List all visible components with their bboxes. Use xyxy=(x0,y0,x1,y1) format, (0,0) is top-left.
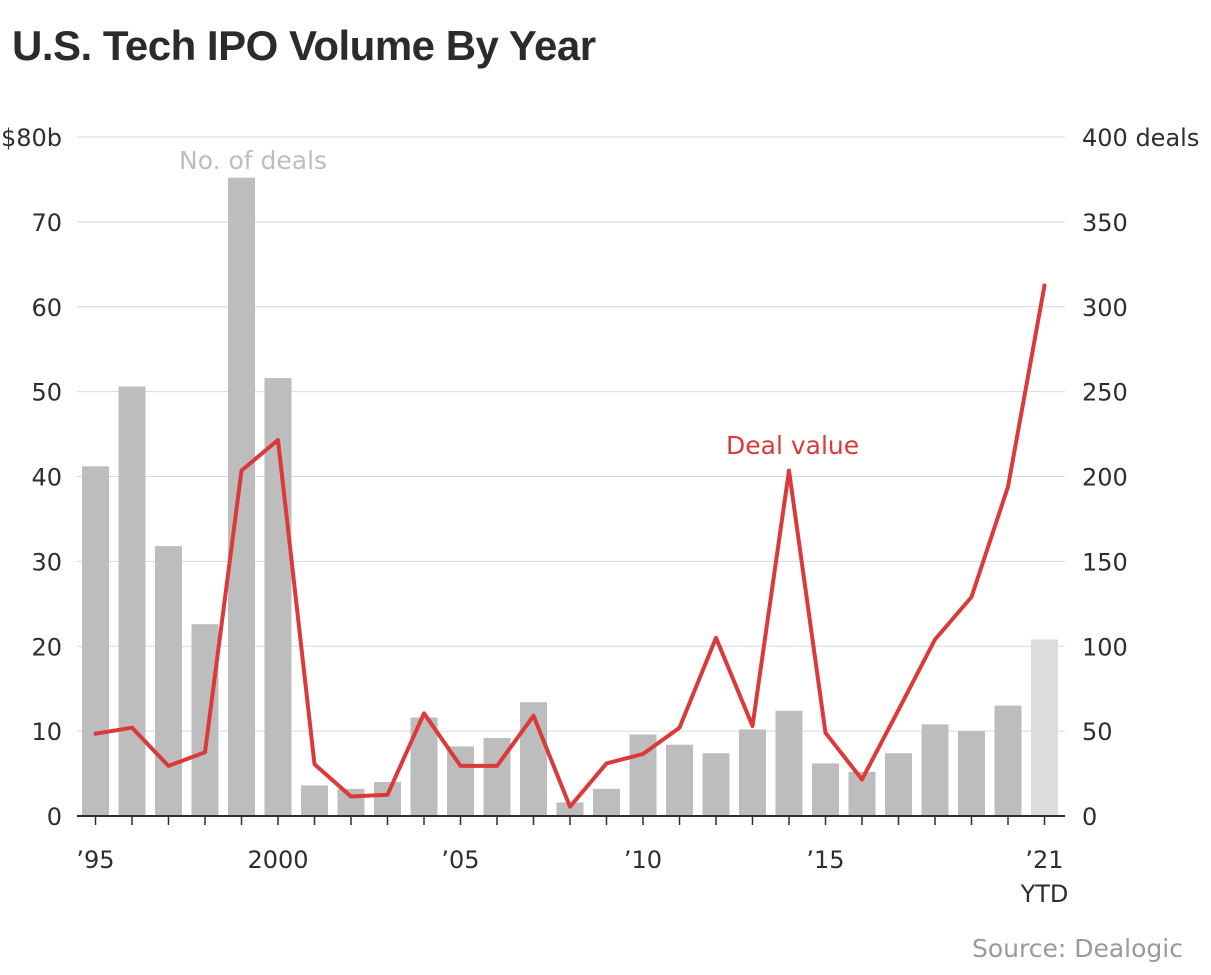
deal-value-point xyxy=(277,439,279,441)
deal-value-point xyxy=(642,753,644,755)
deal-count-bar xyxy=(702,753,730,816)
deal-value-point xyxy=(95,733,96,735)
right-axis-tick-label: 300 xyxy=(1082,294,1128,322)
deal-value-line xyxy=(93,283,1047,809)
deal-count-bar xyxy=(301,785,328,816)
deal-value-point xyxy=(679,727,680,729)
x-axis-tick-label: ’95 xyxy=(76,846,114,874)
deal-value-point xyxy=(350,795,352,797)
gridlines xyxy=(77,136,1065,732)
left-axis-tick-label: 10 xyxy=(31,718,62,746)
deal-value-point xyxy=(825,732,826,734)
deal-count-bar xyxy=(447,746,474,816)
deal-count-bar xyxy=(593,788,620,816)
bar-series-label: No. of deals xyxy=(179,146,327,175)
deal-value-point xyxy=(898,709,899,711)
deal-count-bar xyxy=(666,744,693,816)
left-axis-tick-label: 70 xyxy=(31,209,62,237)
line-series-label: Deal value xyxy=(726,431,859,460)
right-axis-tick-label: 0 xyxy=(1082,803,1097,831)
deal-count-bar xyxy=(812,763,839,816)
deal-value-point xyxy=(606,762,607,764)
deal-value-point xyxy=(168,765,169,767)
source-note: Source: Dealogic xyxy=(972,934,1183,963)
deal-value-point xyxy=(752,725,753,727)
deal-count-bar xyxy=(191,624,219,816)
right-axis-tick-label: 50 xyxy=(1082,718,1113,746)
deal-count-bar xyxy=(118,386,146,816)
deal-count-bar xyxy=(739,729,766,816)
deal-count-bar xyxy=(155,546,182,816)
x-axis-tick-sublabel: YTD xyxy=(1020,880,1069,908)
left-axis-tick-label: 0 xyxy=(47,803,62,831)
left-axis-tick-label: 60 xyxy=(31,294,62,322)
deal-count-bar xyxy=(885,753,912,816)
deal-value-point xyxy=(533,715,534,717)
right-axis-tick-label: 150 xyxy=(1082,548,1128,576)
left-axis-tick-label: 20 xyxy=(31,633,62,661)
deal-count-bar xyxy=(228,177,255,817)
chart-title: U.S. Tech IPO Volume By Year xyxy=(12,22,596,69)
left-axis-tick-label: 40 xyxy=(31,464,62,492)
deal-value-point xyxy=(861,779,863,781)
deal-value-point xyxy=(569,806,571,808)
x-axis-tick-label: ’21 xyxy=(1025,846,1063,874)
right-axis-tick-label: 400 deals xyxy=(1082,124,1199,152)
deal-value-point xyxy=(934,638,936,640)
axis-labels: 0 10 20 30 40 50 60 70 $80b 0 50 100 150 200 250 300 350… xyxy=(1,124,1199,908)
deal-value-point xyxy=(204,751,206,753)
deal-value-point xyxy=(715,637,717,639)
deal-count-bar xyxy=(82,466,109,816)
x-axis xyxy=(77,815,1065,825)
deal-value-point xyxy=(131,727,133,729)
left-axis-tick-label: 30 xyxy=(31,548,62,576)
left-axis-tick-label: 50 xyxy=(31,379,62,407)
x-axis-tick-label: ’05 xyxy=(441,846,479,874)
x-axis-tick-label: ’10 xyxy=(624,846,662,874)
deal-count-bar xyxy=(556,802,584,816)
deal-value-point xyxy=(496,765,498,767)
left-axis-tick-label: $80b xyxy=(1,124,62,152)
deal-count-bar xyxy=(775,710,803,816)
right-axis-tick-label: 350 xyxy=(1082,209,1128,237)
deal-count-bar xyxy=(374,782,401,816)
deal-count-bars xyxy=(82,177,1058,817)
deal-value-point xyxy=(971,596,972,598)
deal-value-point xyxy=(1007,486,1009,488)
deal-count-bar xyxy=(1031,639,1058,816)
x-axis-tick-label: 2000 xyxy=(247,846,308,874)
deal-count-bar xyxy=(921,724,949,816)
deal-count-bar xyxy=(958,731,985,816)
deal-count-bar xyxy=(337,788,365,816)
deal-value-point xyxy=(241,470,242,472)
deal-count-bar xyxy=(520,702,547,816)
deal-value-point xyxy=(387,794,388,796)
deal-count-bar xyxy=(994,705,1022,816)
deal-value-point xyxy=(314,763,315,765)
right-axis-tick-label: 200 xyxy=(1082,464,1128,492)
deal-value-point xyxy=(1044,285,1045,287)
deal-value-point xyxy=(460,765,461,767)
right-axis-tick-label: 100 xyxy=(1082,633,1128,661)
x-axis-tick-label: ’15 xyxy=(806,846,844,874)
deal-value-point xyxy=(423,712,425,714)
right-axis-tick-label: 250 xyxy=(1082,379,1128,407)
deal-value-point xyxy=(788,470,790,472)
